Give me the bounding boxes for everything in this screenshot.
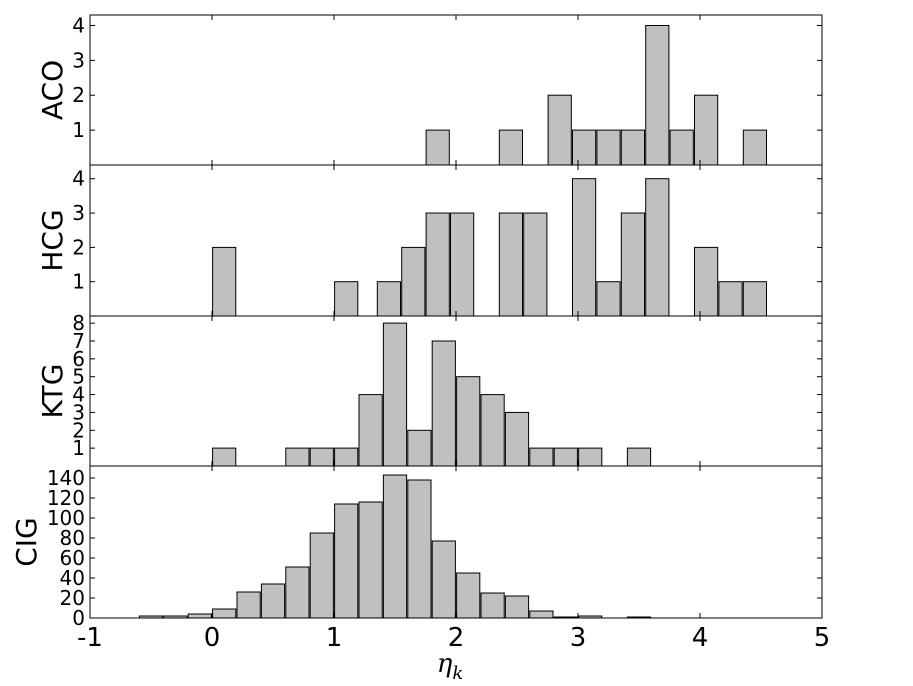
ktg-bar bbox=[504, 411, 530, 467]
hcg-bar bbox=[572, 178, 597, 317]
ktg-bar bbox=[358, 394, 383, 467]
x-tick-label: 0 bbox=[204, 623, 221, 653]
x-tick-label: 1 bbox=[326, 623, 343, 653]
aco-ytick-label: 3 bbox=[72, 48, 85, 72]
aco-bar bbox=[669, 129, 694, 166]
cig-bar bbox=[407, 479, 432, 619]
aco-bar bbox=[596, 129, 621, 166]
hcg-bar bbox=[645, 178, 670, 317]
cig-ytick-label: 80 bbox=[60, 526, 85, 550]
ktg-bar bbox=[334, 447, 359, 467]
cig-bar bbox=[431, 540, 456, 619]
ktg-bar bbox=[480, 394, 505, 467]
cig-bar bbox=[529, 610, 554, 619]
hcg-ytick-label: 3 bbox=[72, 201, 85, 225]
hcg-bar bbox=[401, 246, 426, 317]
x-tick-label: 5 bbox=[814, 623, 831, 653]
hcg-bar bbox=[212, 246, 237, 317]
ktg-bar bbox=[578, 447, 603, 467]
x-tick-label: 3 bbox=[570, 623, 587, 653]
x-tick-label: 4 bbox=[692, 623, 709, 653]
ktg-bar bbox=[309, 447, 334, 467]
ktg-bar bbox=[456, 376, 481, 467]
ktg-ytick-label: 3 bbox=[72, 400, 85, 424]
aco-bar bbox=[572, 129, 597, 166]
cig-bar bbox=[382, 474, 408, 619]
x-tick-label: -1 bbox=[77, 623, 103, 653]
cig-ytick-label: 20 bbox=[60, 586, 85, 610]
ktg-ytick-label: 6 bbox=[72, 347, 85, 371]
x-axis-label: ηk bbox=[437, 649, 464, 684]
aco-bar bbox=[498, 129, 523, 166]
cig-ytick-label: 40 bbox=[60, 566, 85, 590]
ktg-bar bbox=[212, 447, 237, 467]
aco-bar bbox=[425, 129, 450, 166]
cig-ytick-label: 100 bbox=[47, 506, 85, 530]
cig-bar bbox=[285, 566, 310, 619]
aco-ytick-label: 2 bbox=[72, 83, 85, 107]
ktg-ytick-label: 7 bbox=[72, 329, 85, 353]
cig-ytick-label: 0 bbox=[72, 606, 85, 630]
ktg-ytick-label: 8 bbox=[72, 311, 85, 335]
ktg-axis-label: KTG bbox=[36, 364, 69, 419]
aco-bar bbox=[620, 129, 645, 166]
ktg-ytick-label: 4 bbox=[72, 383, 85, 407]
hcg-bar bbox=[742, 281, 767, 317]
aco-bar bbox=[694, 94, 719, 166]
cig-ytick-label: 140 bbox=[47, 466, 85, 490]
ktg-bar bbox=[626, 447, 652, 467]
ktg-bar bbox=[431, 340, 456, 467]
hcg-bar bbox=[718, 281, 743, 317]
hcg-ytick-label: 2 bbox=[72, 235, 85, 259]
hcg-bar bbox=[694, 246, 719, 317]
cig-bar bbox=[212, 608, 237, 619]
hcg-bar bbox=[620, 212, 645, 317]
cig-ytick-label: 60 bbox=[60, 546, 85, 570]
aco-bar bbox=[742, 129, 767, 166]
hcg-bar bbox=[334, 281, 359, 317]
hcg-bar bbox=[523, 212, 548, 317]
ktg-bar bbox=[407, 429, 432, 467]
ktg-bar bbox=[553, 447, 578, 467]
x-tick-label: 2 bbox=[448, 623, 465, 653]
aco-axis-label: ACO bbox=[36, 60, 69, 120]
cig-ytick-label: 120 bbox=[47, 486, 85, 510]
hcg-bar bbox=[376, 281, 401, 317]
cig-bar bbox=[309, 532, 334, 619]
aco-bar bbox=[547, 94, 572, 166]
ktg-ytick-label: 5 bbox=[72, 365, 85, 389]
hcg-bar bbox=[450, 212, 475, 317]
cig-bar bbox=[334, 503, 359, 619]
cig-panel-frame bbox=[89, 465, 823, 619]
hcg-ytick-label: 1 bbox=[72, 270, 85, 294]
ktg-panel-frame bbox=[89, 315, 823, 467]
ktg-ytick-label: 1 bbox=[72, 436, 85, 460]
aco-bar bbox=[645, 25, 670, 166]
cig-bar bbox=[504, 595, 530, 619]
ktg-bar bbox=[285, 447, 310, 467]
cig-bar bbox=[358, 501, 383, 619]
cig-axis-label: CIG bbox=[10, 517, 43, 567]
cig-bar bbox=[260, 583, 286, 619]
hcg-bar bbox=[425, 212, 450, 317]
cig-bar bbox=[187, 613, 212, 619]
cig-bar bbox=[480, 592, 505, 619]
ktg-bar bbox=[382, 322, 408, 467]
hcg-bar bbox=[596, 281, 621, 317]
aco-ytick-label: 4 bbox=[72, 13, 85, 37]
cig-bar bbox=[456, 572, 481, 619]
cig-bar bbox=[236, 591, 261, 619]
aco-ytick-label: 1 bbox=[72, 118, 85, 142]
hcg-axis-label: HCG bbox=[36, 209, 69, 271]
hcg-bar bbox=[498, 212, 523, 317]
ktg-ytick-label: 2 bbox=[72, 418, 85, 442]
hcg-ytick-label: 4 bbox=[72, 167, 85, 191]
ktg-bar bbox=[529, 447, 554, 467]
